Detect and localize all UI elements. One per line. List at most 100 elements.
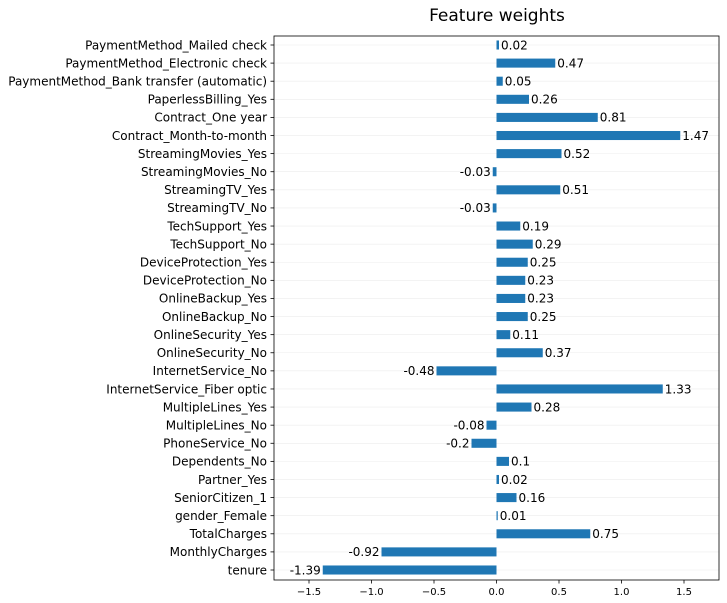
category-label: Contract_Month-to-month xyxy=(112,129,267,143)
category-label: PaymentMethod_Bank transfer (automatic) xyxy=(8,75,267,89)
data-label: 0.05 xyxy=(505,75,532,89)
category-label: OnlineBackup_Yes xyxy=(159,292,267,306)
grid-lines xyxy=(274,44,719,571)
category-label: PaperlessBilling_Yes xyxy=(148,93,267,107)
data-label: 0.29 xyxy=(535,237,562,251)
data-label: 0.23 xyxy=(527,292,554,306)
bar xyxy=(496,239,533,249)
data-label: 0.23 xyxy=(527,274,554,288)
data-label: -0.2 xyxy=(446,437,469,451)
category-label: PaymentMethod_Mailed check xyxy=(85,38,267,52)
category-label: SeniorCitizen_1 xyxy=(174,491,267,505)
bars xyxy=(322,40,681,575)
bar xyxy=(496,456,509,466)
bar xyxy=(496,511,498,521)
data-label: -0.08 xyxy=(453,418,484,432)
bar xyxy=(496,474,499,485)
category-label: OnlineBackup_No xyxy=(162,310,267,324)
bar xyxy=(492,203,497,213)
bar xyxy=(496,384,663,394)
data-label: -0.03 xyxy=(460,165,491,179)
data-label: 0.02 xyxy=(501,473,528,487)
category-label: Dependents_No xyxy=(172,455,267,469)
category-label: StreamingTV_Yes xyxy=(164,183,267,197)
bar xyxy=(496,348,543,358)
bar xyxy=(496,275,526,285)
category-label: Partner_Yes xyxy=(198,473,267,487)
category-label: PhoneService_No xyxy=(163,437,267,451)
category-label: InternetService_Fiber optic xyxy=(106,382,267,396)
bar xyxy=(486,420,497,430)
bar xyxy=(496,402,532,412)
category-label: tenure xyxy=(228,563,267,577)
bar xyxy=(496,130,681,141)
category-label: OnlineSecurity_Yes xyxy=(154,328,267,342)
data-label: -0.03 xyxy=(460,201,491,215)
data-label: 0.26 xyxy=(531,93,558,107)
data-label: 0.25 xyxy=(530,310,557,324)
bar xyxy=(496,58,556,68)
bar xyxy=(492,167,497,177)
bar xyxy=(471,438,497,448)
data-label: 0.81 xyxy=(600,111,627,125)
category-label: OnlineSecurity_No xyxy=(157,346,267,360)
data-label: 0.1 xyxy=(511,455,530,469)
bar xyxy=(496,312,528,322)
x-tick-label: 1.5 xyxy=(676,587,692,598)
bar xyxy=(496,529,591,539)
data-label: -1.39 xyxy=(290,563,321,577)
category-label: DeviceProtection_No xyxy=(143,274,267,288)
data-label: 1.33 xyxy=(665,382,692,396)
data-label: 0.51 xyxy=(562,183,589,197)
data-label: 0.75 xyxy=(592,527,619,541)
category-label: PaymentMethod_Electronic check xyxy=(65,56,267,70)
chart-title: Feature weights xyxy=(429,6,565,26)
data-label: 0.47 xyxy=(557,56,584,70)
bar xyxy=(436,366,497,376)
category-label: gender_Female xyxy=(175,509,267,523)
category-label: MultipleLines_No xyxy=(166,418,267,432)
bar xyxy=(496,94,529,104)
x-tick-label: 1.0 xyxy=(614,587,630,598)
x-tick-label: −0.5 xyxy=(422,587,446,598)
category-label: MonthlyCharges xyxy=(170,545,267,559)
bar xyxy=(496,112,598,122)
category-label: StreamingTV_No xyxy=(167,201,267,215)
x-tick-label: 0.0 xyxy=(489,587,505,598)
x-tick-label: 0.5 xyxy=(551,587,567,598)
bar xyxy=(496,40,499,50)
value-labels: 0.02 0.47 0.05 0.26 0.81 1.47 0.52 -0.03 0.51 -0.… xyxy=(290,38,709,577)
category-label: DeviceProtection_Yes xyxy=(140,256,267,270)
bar xyxy=(496,293,526,303)
category-label: Contract_One year xyxy=(154,111,267,125)
data-label: 0.01 xyxy=(500,509,527,523)
x-axis-ticks: −1.5 −1.0 −0.5 0.0 0.5 1.0 1.5 xyxy=(270,44,692,598)
category-label: TechSupport_Yes xyxy=(166,219,267,233)
x-tick-label: −1.0 xyxy=(359,587,383,598)
bar xyxy=(496,149,562,159)
category-label: TechSupport_No xyxy=(169,237,267,251)
category-label: TotalCharges xyxy=(189,527,267,541)
bar xyxy=(496,76,503,86)
category-label: InternetService_No xyxy=(153,364,267,378)
bar xyxy=(496,330,511,340)
bar xyxy=(496,221,521,231)
category-label: StreamingMovies_Yes xyxy=(138,147,267,161)
data-label: 0.02 xyxy=(501,38,528,52)
bar xyxy=(496,493,517,503)
data-label: -0.92 xyxy=(348,545,379,559)
category-label: MultipleLines_Yes xyxy=(163,400,267,414)
category-labels: PaymentMethod_Mailed check PaymentMethod_… xyxy=(8,38,267,577)
data-label: 0.52 xyxy=(564,147,591,161)
data-label: -0.48 xyxy=(403,364,434,378)
data-label: 0.28 xyxy=(534,400,561,414)
data-label: 0.16 xyxy=(519,491,546,505)
bar xyxy=(381,547,497,557)
data-label: 0.25 xyxy=(530,256,557,270)
bar xyxy=(496,257,528,267)
data-label: 0.37 xyxy=(545,346,572,360)
category-label: StreamingMovies_No xyxy=(141,165,267,179)
x-tick-label: −1.5 xyxy=(297,587,321,598)
data-label: 0.11 xyxy=(512,328,539,342)
data-label: 0.19 xyxy=(522,219,549,233)
